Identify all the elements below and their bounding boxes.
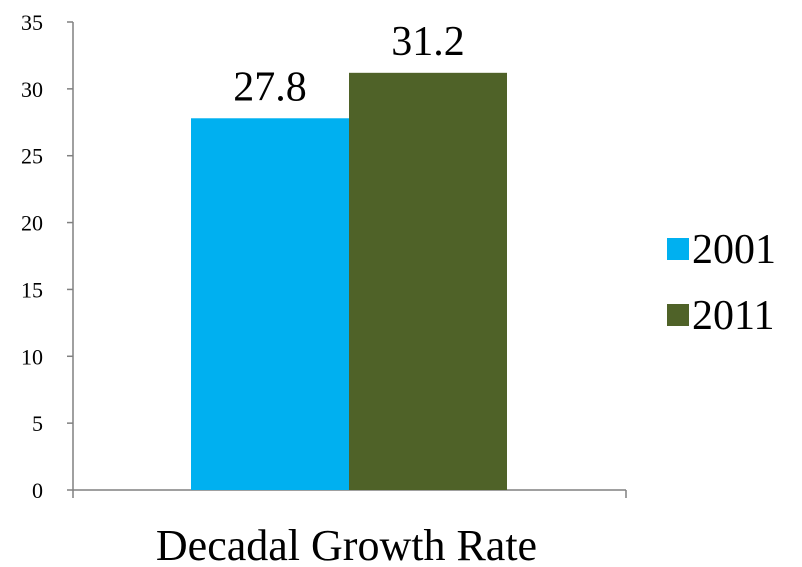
legend: 2001 2011: [667, 227, 776, 339]
y-axis: 0 5 10 15 20 25 30 35: [21, 10, 74, 503]
legend-swatch: [667, 238, 689, 260]
data-labels-group: 27.8 31.2: [233, 19, 465, 110]
legend-label: 2001: [692, 227, 776, 273]
y-tick-label: 10: [21, 344, 43, 369]
x-axis: Decadal Growth Rate: [72, 489, 627, 567]
data-label-2011: 31.2: [391, 19, 465, 65]
legend-label: 2011: [692, 293, 774, 339]
y-tick-label: 30: [21, 77, 43, 102]
y-tick-label: 20: [21, 211, 43, 236]
y-tick-label: 0: [32, 478, 43, 503]
data-label-2001: 27.8: [233, 64, 307, 110]
bars-group: [191, 72, 507, 490]
legend-item-2001: 2001: [667, 227, 776, 273]
y-tick-label: 35: [21, 10, 43, 35]
x-category-label: Decadal Growth Rate: [156, 521, 537, 567]
bar-2001: [191, 118, 349, 490]
y-tick-label: 5: [32, 411, 43, 436]
legend-swatch: [667, 304, 689, 326]
y-tick-label: 15: [21, 277, 43, 302]
y-tick-label: 25: [21, 144, 43, 169]
bar-2011: [349, 72, 507, 490]
legend-item-2011: 2011: [667, 293, 774, 339]
